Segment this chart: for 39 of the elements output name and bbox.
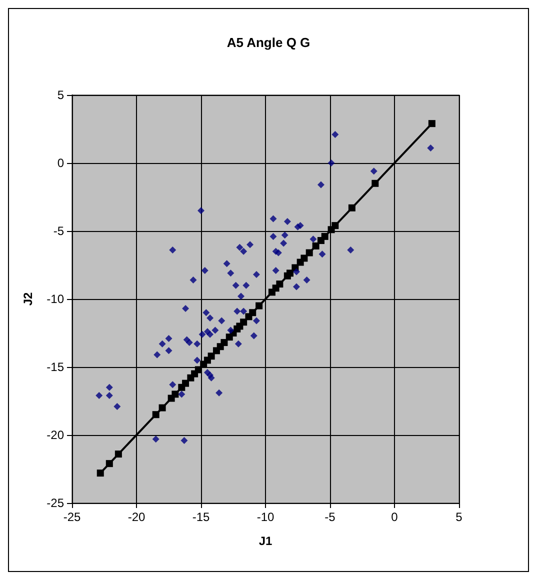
y-tick-label: -25 (46, 496, 64, 510)
point (240, 318, 248, 326)
y-tick-label: -20 (46, 428, 64, 442)
x-tick-label: 5 (456, 510, 463, 524)
point (348, 204, 356, 212)
point (286, 270, 294, 277)
y-tick-label: -15 (46, 360, 64, 374)
x-tick-label: -15 (192, 510, 210, 524)
point (276, 280, 284, 288)
point (182, 380, 190, 387)
point (208, 352, 215, 360)
y-tick-label: -10 (46, 292, 64, 306)
point (321, 232, 328, 240)
y-axis-title: J2 (21, 292, 35, 306)
x-tick-label: -10 (256, 510, 274, 524)
point (332, 222, 339, 230)
point (256, 302, 263, 310)
point (300, 254, 308, 262)
x-axis-title: J1 (258, 534, 272, 548)
x-tick-label: -20 (128, 510, 146, 524)
point (194, 366, 202, 374)
point (249, 309, 256, 316)
x-tick-label: -5 (324, 510, 336, 524)
point (220, 339, 228, 346)
y-tick-label: 0 (57, 156, 64, 170)
point (96, 470, 104, 477)
point (152, 411, 160, 418)
y-tick-label: -5 (53, 224, 64, 238)
point (372, 180, 379, 187)
point (312, 242, 320, 250)
chart-title: A5 Angle Q G (226, 35, 310, 50)
point (172, 390, 179, 398)
point (158, 404, 166, 412)
point (428, 120, 436, 128)
y-tick-label: 5 (57, 88, 64, 102)
x-tick-label: 0 (391, 510, 398, 524)
point (106, 460, 113, 468)
point (306, 249, 313, 256)
point (114, 450, 122, 458)
